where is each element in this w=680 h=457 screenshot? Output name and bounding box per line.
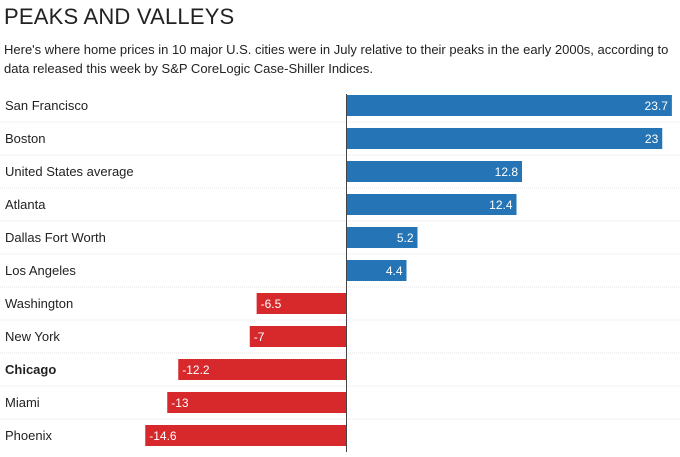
value-label-new-york: -7 — [254, 330, 265, 344]
category-label-washington: Washington — [5, 296, 73, 311]
value-label-united-states-average: 12.8 — [495, 165, 519, 179]
category-label-san-francisco: San Francisco — [5, 98, 88, 113]
value-label-dallas-fort-worth: 5.2 — [397, 231, 414, 245]
chart-title: PEAKS AND VALLEYS — [4, 4, 235, 29]
bar-chart: San Francisco 23.7 Boston 23 United States a… — [0, 94, 680, 452]
category-label-united-states-average: United States average — [5, 164, 134, 179]
bar-new-york — [249, 326, 346, 347]
value-label-boston: 23 — [645, 132, 659, 146]
value-label-miami: -13 — [171, 396, 189, 410]
category-label-los-angeles: Los Angeles — [5, 263, 76, 278]
bar-los-angeles — [346, 260, 407, 281]
value-label-san-francisco: 23.7 — [645, 99, 669, 113]
category-label-atlanta: Atlanta — [5, 197, 46, 212]
category-label-phoenix: Phoenix — [5, 428, 52, 443]
value-label-phoenix: -14.6 — [149, 429, 177, 443]
category-label-chicago: Chicago — [5, 362, 56, 377]
bar-united-states-average — [346, 161, 522, 182]
bar-miami — [167, 392, 346, 413]
bar-dallas-fort-worth — [346, 227, 418, 248]
category-label-boston: Boston — [5, 131, 45, 146]
category-label-new-york: New York — [5, 329, 60, 344]
bar-washington — [256, 293, 346, 314]
category-label-dallas-fort-worth: Dallas Fort Worth — [5, 230, 106, 245]
category-label-miami: Miami — [5, 395, 40, 410]
bar-phoenix — [145, 425, 346, 446]
chart-subtitle: Here's where home prices in 10 major U.S… — [4, 42, 669, 76]
bar-san-francisco — [346, 95, 672, 116]
value-label-atlanta: 12.4 — [489, 198, 513, 212]
value-label-chicago: -12.2 — [182, 363, 210, 377]
value-label-los-angeles: 4.4 — [386, 264, 403, 278]
bar-atlanta — [346, 194, 517, 215]
bar-boston — [346, 128, 663, 149]
value-label-washington: -6.5 — [261, 297, 282, 311]
bar-chicago — [178, 359, 346, 380]
